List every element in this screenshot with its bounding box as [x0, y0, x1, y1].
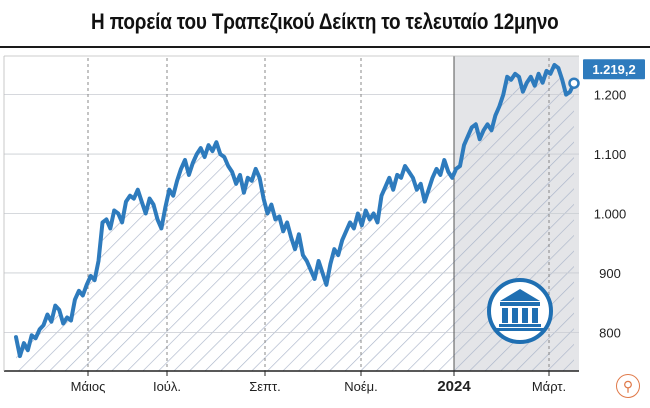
bank-beam-shape	[500, 302, 540, 306]
x-tick-label: Σεπτ.	[249, 379, 281, 394]
title-divider	[0, 46, 650, 48]
y-tick-label: 1.100	[594, 147, 627, 162]
y-tick-label: 1.200	[594, 88, 627, 103]
x-tick-label: Μάιος	[71, 379, 106, 394]
y-tick-label: 1.000	[594, 207, 627, 222]
series-line	[14, 62, 576, 359]
bank-column-shape	[522, 308, 528, 323]
x-tick-label: 2024	[437, 378, 471, 395]
bank-column-shape	[502, 308, 508, 323]
x-tick-label: Ιούλ.	[153, 379, 181, 394]
last-point-marker	[568, 77, 580, 89]
bank-base-shape	[496, 328, 544, 331]
chart-title-bar: Η πορεία του Τραπεζικού Δείκτη το τελευτ…	[0, 0, 650, 44]
x-tick-label: Μάρτ.	[532, 379, 566, 394]
bank-column-shape	[532, 308, 538, 323]
bank-roof-shape	[500, 289, 540, 301]
zoom-icon[interactable]: ⚲	[616, 374, 640, 398]
bank-column-shape	[512, 308, 518, 323]
last-value-badge	[583, 59, 645, 80]
last-value-label: 1.219,2	[592, 62, 635, 77]
y-tick-label: 900	[599, 266, 621, 281]
bank-base-shape	[499, 324, 541, 327]
y-tick-label: 800	[599, 325, 621, 340]
x-tick-label: Νοέμ.	[344, 379, 378, 394]
area-fill	[16, 64, 574, 371]
chart-title: Η πορεία του Τραπεζικού Δείκτη το τελευτ…	[91, 9, 559, 34]
